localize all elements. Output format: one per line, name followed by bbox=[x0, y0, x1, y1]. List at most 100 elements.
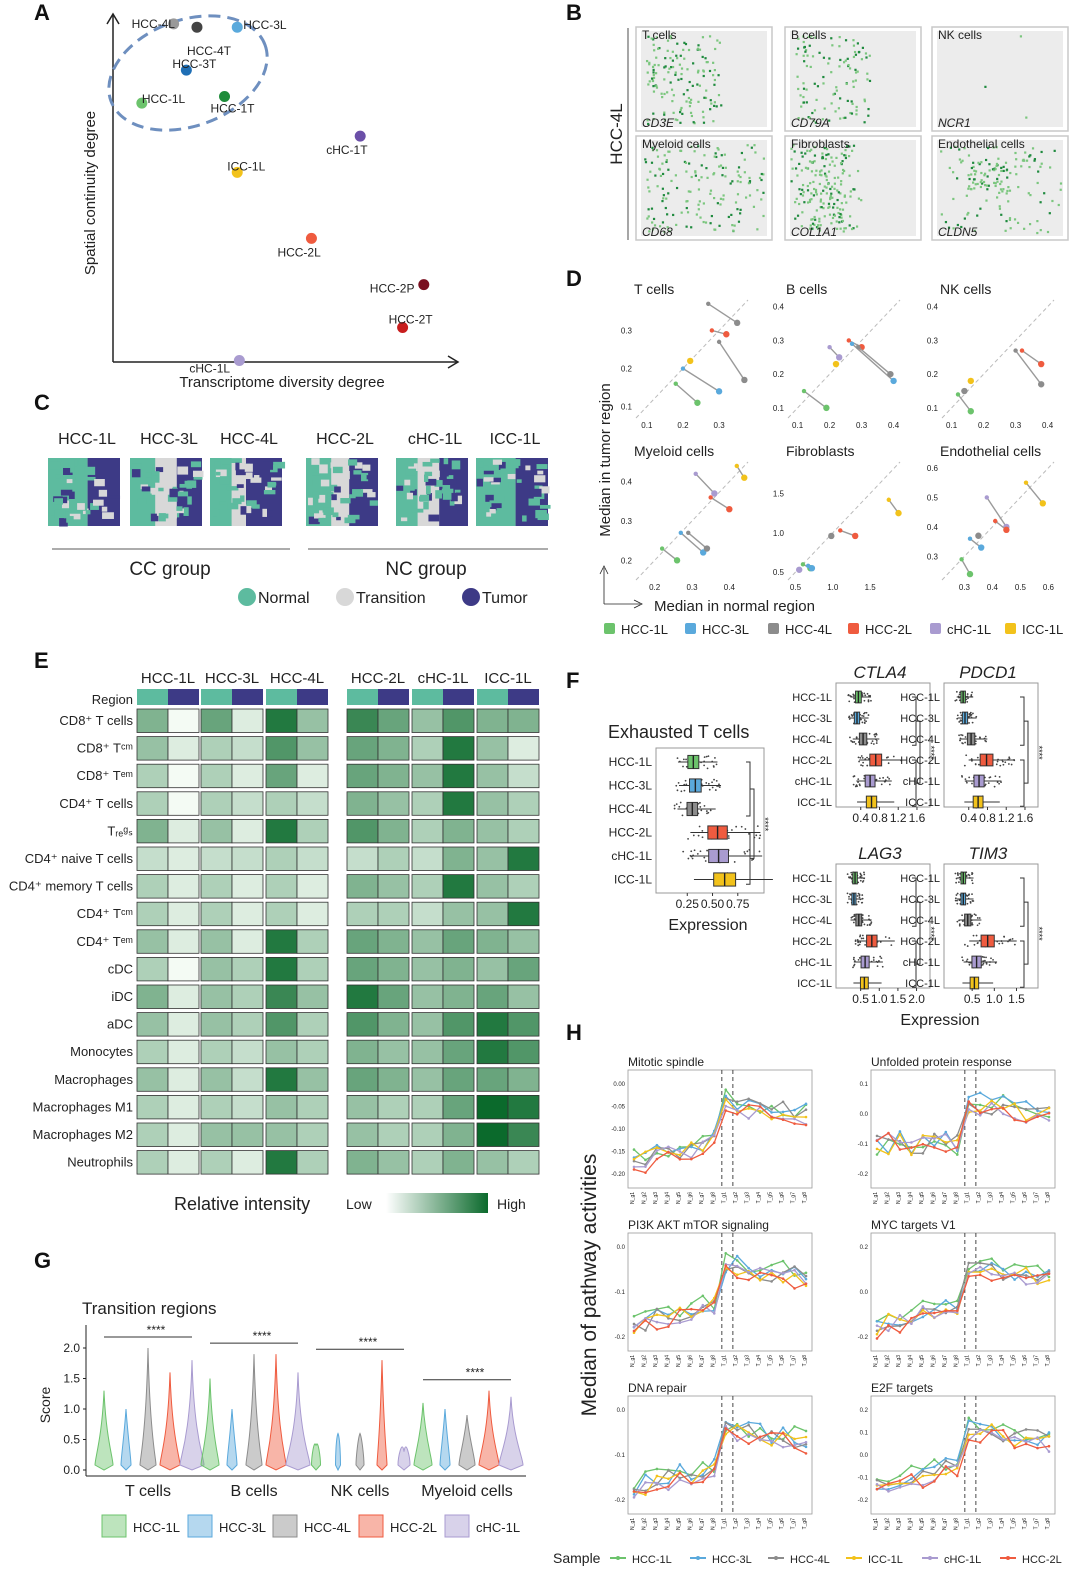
gene-tim3-jitter-point bbox=[956, 920, 959, 923]
gene-ctla4-jitter-point bbox=[848, 718, 851, 720]
gene-tim3-tick-label: 1.5 bbox=[1008, 992, 1025, 1006]
spatial-expression-dot bbox=[966, 213, 969, 216]
spatial-expression-dot bbox=[838, 221, 841, 224]
spatial-expression-dot bbox=[845, 82, 848, 86]
pathway-point bbox=[781, 1110, 785, 1114]
spatial-expression-dot bbox=[1049, 166, 1052, 169]
spatial-expression-dot bbox=[843, 154, 846, 157]
spatial-expression-dot bbox=[821, 157, 824, 160]
pathway-xtick-label: T_g6 bbox=[1022, 1192, 1028, 1204]
pathway-point bbox=[1013, 1118, 1016, 1122]
spatial-expression-dot bbox=[944, 220, 948, 224]
gene-pdcd1-jitter-point bbox=[971, 691, 973, 694]
scatter-label-hcc-4t: HCC-4T bbox=[187, 44, 232, 58]
pathway-point bbox=[990, 1272, 993, 1276]
spatial-expression-dot bbox=[956, 177, 959, 180]
spatial-expression-dot bbox=[817, 224, 820, 227]
heatmap-row-label-7: CD4⁺ Tᶜᵐ bbox=[77, 906, 133, 921]
median-point-hcc-4l bbox=[975, 532, 982, 539]
pathway-point bbox=[1036, 1446, 1039, 1450]
spatial-expression-dot bbox=[674, 174, 677, 177]
exhausted-t-jitter-point bbox=[709, 809, 712, 812]
heatmap-cell bbox=[377, 957, 410, 982]
spatial-expression-dot bbox=[968, 177, 971, 181]
spatial-expression-dot bbox=[655, 86, 659, 89]
gene-tim3-sample-hcc-1l: HCC-1L bbox=[900, 873, 940, 885]
spatial-expression-dot bbox=[827, 62, 830, 65]
tissue-patch bbox=[309, 508, 320, 514]
spatial-expression-dot bbox=[686, 211, 690, 214]
pathway-point bbox=[921, 1312, 925, 1315]
spatial-expression-dot bbox=[833, 92, 836, 95]
pathway-point bbox=[967, 1095, 971, 1099]
spatial-expression-dot bbox=[748, 176, 751, 180]
pathway-xtick-label: N_g2 bbox=[884, 1518, 890, 1530]
median-point-start bbox=[959, 557, 964, 562]
heatmap-cell bbox=[346, 1095, 379, 1120]
spatial-expression-dot bbox=[713, 104, 716, 108]
spatial-expression-dot bbox=[830, 71, 833, 74]
spatial-expression-dot bbox=[746, 144, 749, 147]
heatmap-cell bbox=[377, 791, 410, 816]
tissue-patch bbox=[183, 507, 189, 517]
spatial-expression-dot bbox=[801, 117, 804, 120]
gene-pdcd1-jitter-point bbox=[962, 742, 964, 745]
violin-legend-label-hcc-2l: HCC-2L bbox=[390, 1520, 437, 1535]
gene-lag3-jitter-point bbox=[853, 918, 856, 920]
spatial-expression-dot bbox=[819, 224, 822, 227]
spatial-expression-dot bbox=[683, 57, 686, 60]
pathway-point bbox=[898, 1486, 902, 1489]
pathway-point bbox=[644, 1493, 647, 1497]
spatial-expression-dot bbox=[658, 47, 661, 50]
tissue-patch bbox=[534, 485, 543, 491]
spatial-expression-dot bbox=[813, 187, 816, 191]
median-point-hcc-2l bbox=[852, 532, 859, 540]
gene-title-tim3: TIM3 bbox=[969, 844, 1008, 863]
spatial-expression-dot bbox=[984, 158, 988, 162]
pathway-point bbox=[758, 1102, 762, 1105]
pathway-legend-dot bbox=[852, 1556, 856, 1560]
pathway-point bbox=[690, 1473, 693, 1476]
pathway-point bbox=[678, 1147, 682, 1150]
gene-tim3-jitter-point bbox=[981, 963, 984, 966]
gene-lag3-jitter-point bbox=[858, 957, 861, 959]
spatial-expression-dot bbox=[825, 192, 828, 195]
spatial-expression-dot bbox=[679, 108, 682, 111]
spatial-expression-dot bbox=[657, 64, 660, 67]
violin-nk-cells-hcc-2l bbox=[376, 1360, 388, 1471]
pathway-point bbox=[804, 1445, 808, 1449]
spatial-expression-dot bbox=[809, 224, 812, 227]
spatial-expression-dot bbox=[1020, 165, 1023, 168]
violin-t-cells-hcc-2l bbox=[159, 1372, 181, 1471]
panel-f-main-title: Exhausted T cells bbox=[608, 722, 749, 742]
spatial-expression-dot bbox=[822, 207, 825, 210]
pathway-point bbox=[793, 1441, 796, 1444]
spatial-expression-dot bbox=[727, 215, 730, 219]
median-xtick-label: 0.5 bbox=[1015, 583, 1027, 592]
heatmap-cell bbox=[265, 984, 298, 1009]
spatial-expression-dot bbox=[739, 208, 742, 211]
median-connector bbox=[675, 383, 698, 404]
pathway-xtick-label: N_g6 bbox=[687, 1518, 693, 1530]
spatial-expression-dot bbox=[1031, 147, 1035, 150]
gene-ctla4-jitter-point bbox=[864, 694, 867, 697]
heatmap-cell bbox=[265, 1095, 298, 1120]
tissue-patch bbox=[510, 459, 521, 466]
tissue-patch bbox=[219, 501, 226, 505]
spatial-expression-dot bbox=[697, 145, 700, 148]
spatial-expression-dot bbox=[824, 157, 828, 161]
gene-ctla4-jitter-point bbox=[886, 776, 889, 779]
spatial-expression-dot bbox=[995, 164, 998, 168]
spatial-expression-dot bbox=[668, 67, 671, 70]
spatial-expression-dot bbox=[808, 116, 812, 119]
spatial-expression-dot bbox=[831, 160, 834, 163]
pathway-point bbox=[875, 1153, 879, 1156]
median-legend-swatch-icc-1l bbox=[1005, 623, 1016, 634]
violin-ytick-label: 2.0 bbox=[63, 1341, 80, 1355]
gene-lag3-jitter-point bbox=[881, 965, 884, 968]
median-ytick-label: 0.2 bbox=[773, 370, 785, 379]
heatmap-cell bbox=[507, 763, 540, 789]
pathway-point bbox=[667, 1488, 670, 1492]
tissue-patch bbox=[240, 506, 249, 515]
gene-pdcd1-jitter-point bbox=[972, 712, 974, 715]
